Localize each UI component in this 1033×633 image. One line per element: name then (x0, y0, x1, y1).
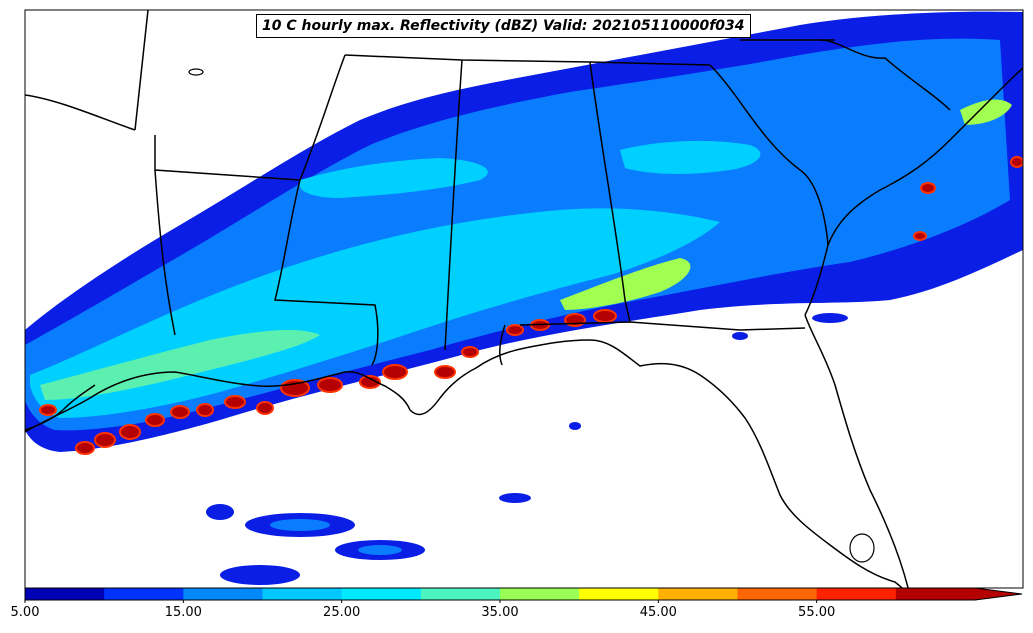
colorbar-segment (420, 588, 501, 600)
intense-cells (39, 156, 1023, 455)
colorbar-tick-label: 15.00 (164, 605, 202, 620)
colorbar-tick-label: 35.00 (481, 605, 519, 620)
florida-east-coast (804, 314, 909, 588)
colorbar-segment (25, 588, 105, 600)
border-nc-sc (819, 39, 951, 111)
colorbar-tick-label: 5.00 (10, 605, 40, 620)
colorbar-tick-label: 25.00 (323, 605, 361, 620)
precip-cyan-2 (299, 158, 488, 198)
colorbar-segment (500, 588, 580, 600)
atlantic-coast (804, 67, 1023, 316)
border-ok-tx (25, 94, 136, 131)
colorbar-segment (579, 588, 659, 600)
colorbar-segment (816, 588, 897, 600)
precip-green (560, 258, 691, 310)
colorbar (24, 587, 1023, 603)
colorbar-segment (183, 588, 263, 600)
colorbar-segment (737, 588, 818, 600)
reflectivity-field (25, 11, 1023, 585)
texas-coast (25, 384, 96, 431)
lakes (188, 68, 875, 563)
gulf-echoes-inner (270, 519, 402, 555)
precip-cyan-3 (620, 140, 761, 174)
border-ms-la (274, 179, 379, 366)
border-fl-north (519, 321, 806, 331)
colorbar-segment (262, 588, 343, 600)
colorbar-segment (895, 588, 976, 600)
precip-green-3 (960, 99, 1012, 125)
border-ms-north (299, 54, 346, 181)
precip-green-2 (40, 329, 320, 400)
border-ms-al (444, 59, 463, 351)
colorbar-segment (341, 588, 422, 600)
colorbar-extend-arrow (975, 588, 1022, 600)
border-tn-north (344, 54, 711, 66)
border-al-fl-panhandle (499, 324, 506, 366)
colorbar-tick-label: 45.00 (639, 605, 677, 620)
colorbar-segment (658, 588, 738, 600)
border-ga-sc (709, 64, 829, 246)
colorbar-segment (104, 588, 184, 600)
border-la-tx (154, 169, 176, 336)
colorbar-tick-label: 55.00 (798, 605, 836, 620)
colorbar-outline (24, 587, 1023, 601)
border-al-ga (589, 61, 631, 323)
gulf-coastline (25, 339, 904, 588)
map-title: 10 C hourly max. Reflectivity (dBZ) Vali… (256, 14, 751, 38)
border-ar-west (134, 10, 149, 131)
map-outlines (25, 10, 1023, 588)
